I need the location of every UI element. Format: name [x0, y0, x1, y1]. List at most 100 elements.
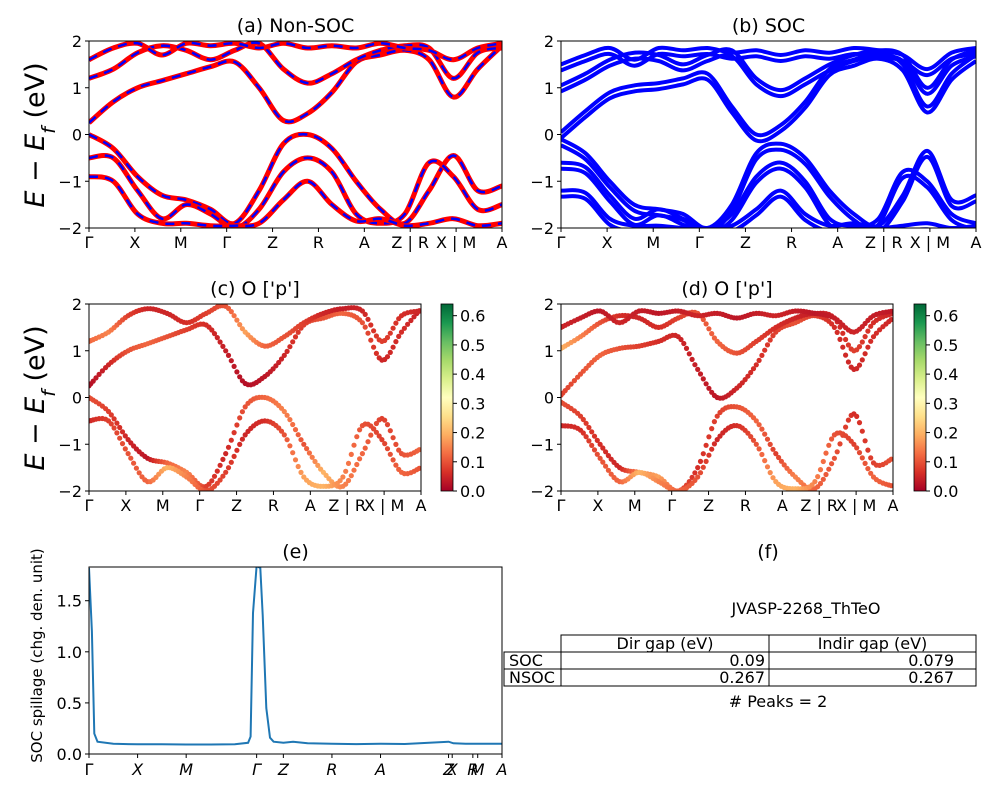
y-tick-label: 1	[72, 79, 82, 98]
band-point	[393, 320, 399, 326]
x-tick-label: Γ	[85, 760, 94, 779]
band-point	[281, 432, 287, 438]
band-point	[359, 320, 365, 326]
band-point	[770, 333, 776, 339]
band-point	[408, 317, 414, 324]
band-point	[239, 409, 245, 415]
band-point	[697, 371, 704, 377]
table-cell: 0.09	[729, 651, 765, 670]
band-point	[96, 371, 102, 377]
band-point	[365, 330, 371, 336]
band-point	[231, 313, 237, 319]
colorbar-tick-label: 0.6	[933, 307, 958, 326]
band-point	[840, 330, 846, 336]
x-tick-label: M	[646, 233, 660, 252]
y-tick-label: 0.5	[57, 694, 82, 713]
colorbar-tick-label: 0.2	[933, 424, 958, 443]
panel-title: (e)	[282, 541, 309, 563]
band-point	[228, 358, 234, 364]
band-point	[309, 454, 315, 460]
table-col-header: Dir gap (eV)	[617, 634, 714, 653]
band-point	[122, 446, 128, 452]
band-line-dn-5	[89, 175, 502, 228]
band-point	[767, 470, 773, 476]
colorbar-tick-label: 0.1	[460, 453, 485, 472]
band-line-split-5	[561, 194, 933, 228]
colorbar-tick-label: 0.3	[460, 394, 485, 413]
plot-area	[561, 308, 893, 491]
band-point	[837, 441, 843, 447]
x-tick-label: X | M	[436, 233, 476, 252]
band-point	[281, 408, 287, 415]
band-point	[589, 442, 595, 448]
band-point	[396, 333, 402, 339]
band-point	[767, 441, 773, 447]
band-point	[387, 428, 393, 434]
band-point	[276, 359, 282, 366]
x-tick-label: X | M	[910, 233, 950, 252]
band-point	[686, 351, 692, 357]
band-point	[376, 433, 382, 439]
band-point	[845, 342, 852, 348]
x-tick-label: Γ	[695, 233, 704, 252]
band-point	[695, 366, 701, 372]
band-point	[93, 375, 99, 381]
band-point	[700, 376, 706, 382]
x-tick-label: Γ	[85, 496, 94, 515]
band-point	[845, 359, 852, 365]
band-point	[231, 363, 237, 369]
band-point	[298, 469, 304, 475]
band-point	[278, 428, 285, 434]
band-point	[220, 343, 226, 349]
x-tick-label: R	[268, 496, 279, 515]
band-point	[114, 420, 120, 426]
band-point	[854, 413, 860, 419]
colorbar	[440, 303, 454, 492]
y-tick-label: 1	[72, 342, 82, 361]
band-point	[594, 437, 600, 443]
band-point	[831, 455, 838, 461]
band-point	[382, 441, 388, 447]
band-point	[829, 436, 835, 442]
spillage-line	[89, 567, 502, 746]
band-point	[776, 454, 782, 461]
band-point	[764, 464, 771, 470]
band-point	[306, 450, 312, 456]
colorbar-tick-label: 0.2	[460, 424, 485, 443]
band-point	[220, 456, 226, 462]
band-point	[371, 426, 377, 432]
band-point	[695, 474, 701, 480]
band-point	[823, 471, 829, 478]
x-tick-label: A	[496, 760, 508, 779]
band-point	[868, 338, 874, 344]
x-tick-label: X	[602, 233, 613, 252]
x-tick-label: A	[359, 233, 370, 252]
band-point	[770, 475, 776, 481]
band-point	[865, 466, 871, 472]
band-point	[868, 455, 874, 461]
band-point	[284, 412, 290, 418]
band-point	[373, 420, 379, 427]
band-point	[856, 362, 863, 368]
band-point	[387, 451, 393, 457]
band-point	[225, 352, 232, 358]
band-line-dn-4	[89, 154, 502, 228]
band-point	[591, 447, 598, 453]
y-tick-label: 0.0	[57, 745, 82, 764]
band-line-3	[561, 137, 976, 228]
band-point	[295, 329, 301, 335]
band-point	[594, 451, 600, 457]
band-point	[868, 323, 874, 329]
band-point	[764, 436, 771, 442]
band-point	[368, 432, 374, 438]
band-point	[840, 344, 846, 350]
band-point	[373, 333, 379, 339]
band-point	[117, 424, 123, 431]
band-point	[762, 431, 768, 437]
band-point	[348, 451, 354, 457]
band-point	[571, 378, 578, 384]
band-point	[111, 416, 117, 422]
band-point	[812, 479, 818, 485]
panel-f-gap-table: (f) JVASP-2268_ThTeO Dir gap (eV) Indir gap…	[503, 541, 977, 711]
band-point	[228, 459, 234, 465]
